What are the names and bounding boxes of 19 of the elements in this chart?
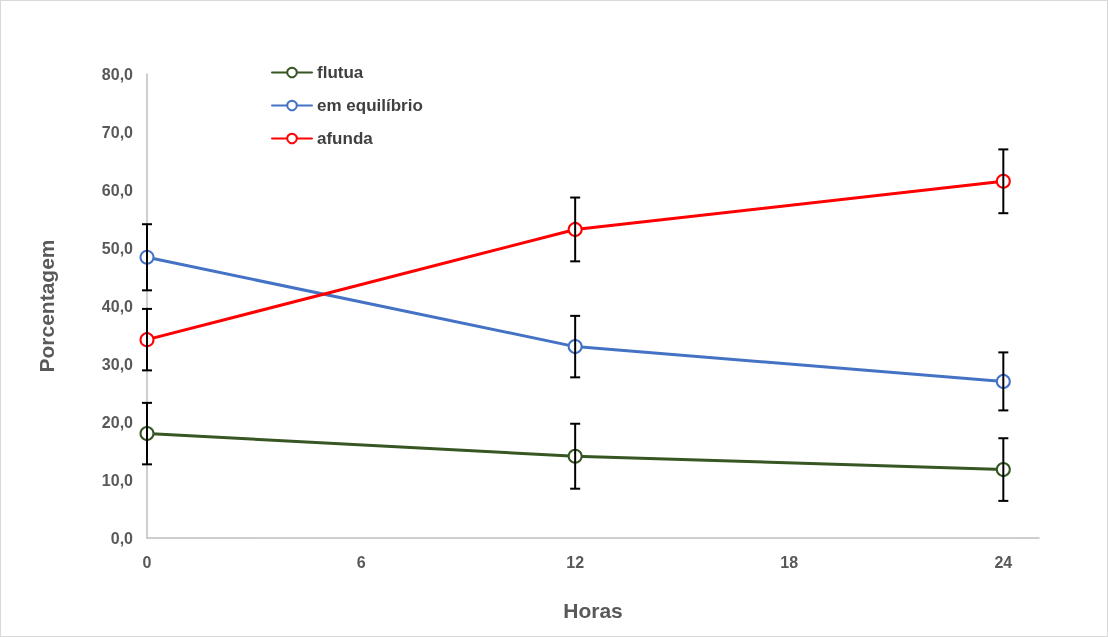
legend-label: flutua	[317, 63, 364, 82]
legend-label: em equilíbrio	[317, 96, 423, 115]
legend-label: afunda	[317, 129, 374, 148]
y-tick-label: 50,0	[101, 239, 134, 257]
x-tick-label: 0	[142, 553, 152, 571]
y-tick-label: 20,0	[101, 413, 134, 431]
y-axis-title: Porcentagem	[35, 239, 58, 373]
y-tick-label: 30,0	[101, 355, 134, 373]
y-tick-label: 60,0	[101, 181, 134, 199]
x-tick-label: 12	[566, 553, 585, 571]
y-tick-label: 0,0	[110, 529, 134, 547]
y-tick-label: 10,0	[101, 471, 134, 489]
x-tick-label: 6	[356, 553, 366, 571]
y-tick-label: 80,0	[101, 65, 134, 83]
x-tick-label: 24	[994, 553, 1013, 571]
y-tick-label: 40,0	[101, 297, 134, 315]
y-tick-label: 70,0	[101, 123, 134, 141]
x-tick-label: 18	[780, 553, 799, 571]
x-axis-title: Horas	[563, 599, 623, 622]
